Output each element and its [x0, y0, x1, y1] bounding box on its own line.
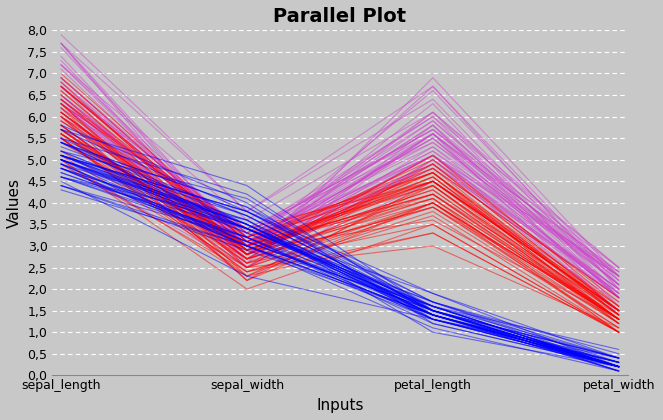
X-axis label: Inputs: Inputs	[316, 398, 363, 413]
Y-axis label: Values: Values	[7, 178, 22, 228]
Title: Parallel Plot: Parallel Plot	[273, 7, 406, 26]
